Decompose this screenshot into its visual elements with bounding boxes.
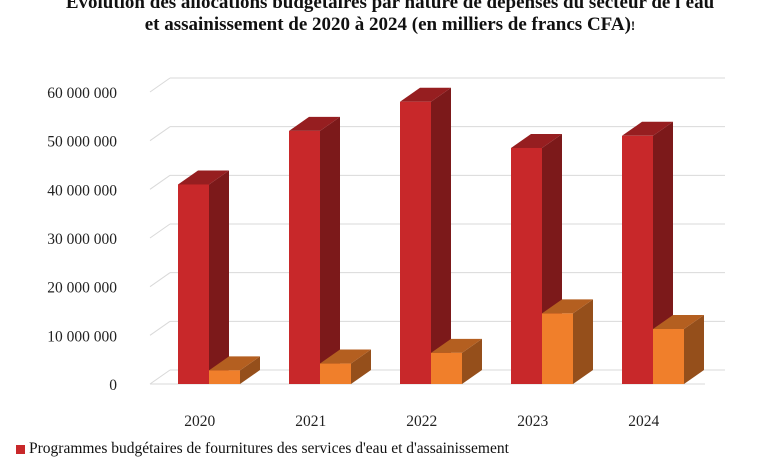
x-tick-label-2023: 2023 xyxy=(517,413,548,430)
bar-2022-series-2-side xyxy=(462,338,482,384)
bar-2020-series-2-top xyxy=(209,356,260,371)
gridline-depth-3 xyxy=(149,223,171,239)
bar-2022-series-2-top xyxy=(431,338,482,353)
x-tick-label-2024: 2024 xyxy=(628,413,659,430)
bar-2021-series-1 xyxy=(289,130,320,384)
legend-label-series-1: Programmes budgétaires de fournitures de… xyxy=(29,440,509,457)
bar-2021-series-2-side xyxy=(351,349,371,384)
x-tick-label-2020: 2020 xyxy=(184,413,215,430)
bar-2021-series-2-top xyxy=(320,349,371,364)
bar-2020-series-1 xyxy=(178,184,209,384)
y-tick-label-0: 0 xyxy=(109,377,117,394)
chart-title-line-2-text: et assainissement de 2020 à 2024 (en mil… xyxy=(144,14,631,35)
bar-2024-series-2-top xyxy=(653,315,704,330)
bar-2024-series-2 xyxy=(653,329,684,384)
gridline-depth-0 xyxy=(149,369,171,385)
bar-2021-series-1-top xyxy=(289,116,340,131)
x-tick-label-2021: 2021 xyxy=(295,413,326,430)
chart-title-line-2: et assainissement de 2020 à 2024 (en mil… xyxy=(0,13,780,38)
bar-2023-series-1-top xyxy=(511,133,562,148)
bar-2020-series-1-top xyxy=(178,170,229,185)
bar-2020-series-2-side xyxy=(240,356,260,384)
legend: Programmes budgétaires de fournitures de… xyxy=(16,440,509,458)
bar-2024-series-2-side xyxy=(684,315,704,384)
y-tick-label-4: 40 000 000 xyxy=(47,182,117,199)
bar-2021-series-1-side xyxy=(320,116,340,384)
gridline-depth-2 xyxy=(149,272,171,288)
gridline-depth-6 xyxy=(149,77,171,93)
chart-title-line-1: Évolution des allocations budgétaires pa… xyxy=(65,0,715,13)
bar-2024-series-1-top xyxy=(622,121,673,136)
bar-2024-series-1-side xyxy=(653,121,673,385)
gridline-depth-4 xyxy=(149,174,171,190)
gridline-depth-1 xyxy=(149,320,171,336)
chart-title-suffix: ! xyxy=(630,18,636,33)
bar-2022-series-2 xyxy=(431,352,462,384)
bar-2020-series-2 xyxy=(209,370,240,384)
y-tick-label-5: 50 000 000 xyxy=(47,134,117,151)
bar-2021-series-2 xyxy=(320,363,351,384)
y-tick-label-6: 60 000 000 xyxy=(47,85,117,102)
bar-2020-series-1-side xyxy=(209,170,229,384)
bar-2023-series-2-top xyxy=(542,299,593,314)
x-tick-label-2022: 2022 xyxy=(406,413,437,430)
y-tick-label-3: 30 000 000 xyxy=(47,231,117,248)
y-tick-label-1: 10 000 000 xyxy=(47,328,117,345)
y-tick-label-2: 20 000 000 xyxy=(47,280,117,297)
bar-2023-series-2 xyxy=(542,313,573,384)
bar-2022-series-1-side xyxy=(431,87,451,384)
bar-2023-series-1 xyxy=(511,147,542,384)
bar-2024-series-1 xyxy=(622,135,653,384)
gridline-depth-5 xyxy=(149,126,171,142)
bar-2022-series-1 xyxy=(400,101,431,384)
bar-2022-series-1-top xyxy=(400,87,451,102)
legend-swatch-series-1 xyxy=(16,444,25,454)
bar-2023-series-2-side xyxy=(573,299,593,384)
